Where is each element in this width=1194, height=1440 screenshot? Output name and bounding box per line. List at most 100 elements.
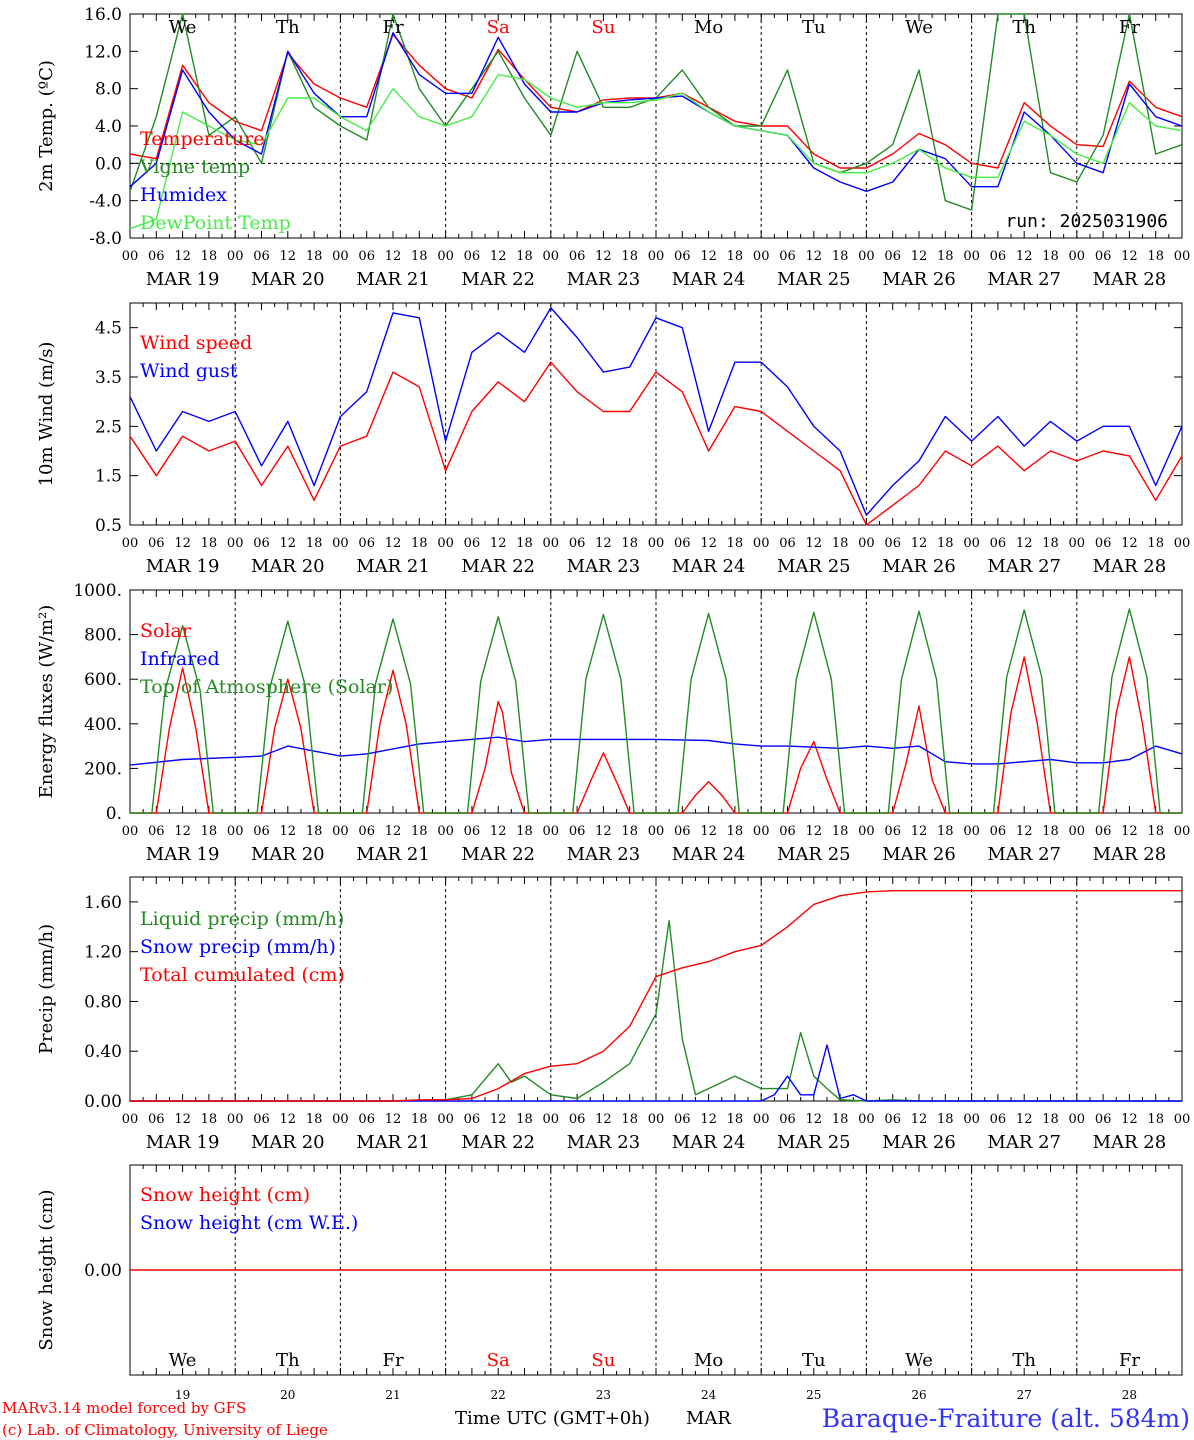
legend-entry: Liquid precip (mm/h) [140, 908, 344, 930]
hour-label: 06 [253, 536, 270, 551]
hour-label: 12 [280, 824, 297, 839]
hour-label: 06 [990, 824, 1007, 839]
hour-label: 12 [1016, 249, 1033, 264]
hour-label: 18 [201, 249, 218, 264]
legend-entry: DewPoint Temp [140, 212, 291, 234]
hour-label: 12 [490, 1112, 507, 1127]
hour-label: 06 [464, 1112, 481, 1127]
hour-label: 06 [148, 249, 165, 264]
hour-label: 18 [1042, 824, 1059, 839]
hour-label: 00 [332, 824, 349, 839]
hour-label: 18 [832, 536, 849, 551]
weekday-label: Tu [802, 17, 826, 38]
hour-label: 06 [148, 1112, 165, 1127]
hour-label: 00 [1174, 1112, 1191, 1127]
y-tick-label: 3.5 [95, 368, 122, 388]
date-label: MAR 22 [461, 269, 535, 290]
hour-label: 06 [148, 824, 165, 839]
hour-label: 00 [753, 249, 770, 264]
hour-label: 18 [516, 1112, 533, 1127]
hour-label: 00 [227, 249, 244, 264]
hour-label: 12 [385, 824, 402, 839]
weekday-label: Tu [802, 1350, 826, 1371]
hour-label: 06 [1095, 1112, 1112, 1127]
legend-entry: Temperature [140, 128, 264, 150]
hour-label: 12 [806, 1112, 823, 1127]
day-number: 26 [911, 1388, 926, 1402]
legend-entry: Top of Atmosphere (Solar) [140, 676, 393, 698]
hour-label: 12 [911, 1112, 928, 1127]
hour-label: 18 [1042, 1112, 1059, 1127]
y-tick-label: 1.5 [95, 467, 122, 487]
date-label: MAR 22 [461, 844, 535, 865]
hour-label: 12 [595, 249, 612, 264]
panel-2: 0.5 1.5 2.5 3.5 4.5 10m Wind (m/s) Wind speed W… [36, 302, 1190, 577]
hour-label: 18 [832, 824, 849, 839]
hour-label: 12 [280, 536, 297, 551]
weekday-label: Mo [694, 1350, 723, 1371]
legend-entry: Snow precip (mm/h) [140, 936, 336, 958]
hour-label: 12 [1016, 536, 1033, 551]
date-label: MAR 28 [1093, 844, 1167, 865]
hour-label: 06 [1095, 824, 1112, 839]
time-axis-label: Time UTC (GMT+0h) [455, 1408, 650, 1429]
date-label: MAR 26 [882, 269, 956, 290]
date-label: MAR 22 [461, 556, 535, 577]
hour-label: 18 [832, 249, 849, 264]
date-label: MAR 20 [251, 844, 325, 865]
date-label: MAR 27 [987, 844, 1061, 865]
station-name: Baraque-Fraiture (alt. 584m) [822, 1404, 1190, 1433]
hour-label: 12 [1121, 824, 1138, 839]
hour-label: 00 [1069, 1112, 1086, 1127]
y-tick-label: -8.0 [89, 229, 122, 249]
hour-label: 12 [1016, 824, 1033, 839]
hour-label: 00 [963, 824, 980, 839]
day-number: 21 [385, 1388, 400, 1402]
hour-label: 00 [858, 249, 875, 264]
date-label: MAR 19 [146, 844, 220, 865]
series-line-wind-speed [129, 361, 1183, 526]
y-axis-label: Precip (mm/h) [36, 924, 57, 1054]
hour-label: 06 [569, 536, 586, 551]
hour-label: 06 [884, 1112, 901, 1127]
hour-label: 12 [490, 824, 507, 839]
y-tick-label: 800. [84, 626, 122, 646]
hour-label: 18 [727, 824, 744, 839]
hour-label: 06 [358, 536, 375, 551]
series-line-total-cumulated-cm- [130, 890, 1182, 1102]
hour-label: 00 [753, 536, 770, 551]
date-label: MAR 24 [672, 556, 746, 577]
weekday-label: Fr [382, 17, 403, 38]
hour-label: 00 [543, 824, 560, 839]
hour-label: 18 [306, 536, 323, 551]
date-label: MAR 22 [461, 1132, 535, 1153]
legend-entry: Infrared [140, 648, 220, 670]
y-tick-label: 4.0 [95, 117, 122, 137]
hour-label: 18 [937, 1112, 954, 1127]
hour-label: 06 [464, 824, 481, 839]
lab-credit: (c) Lab. of Climatology, University of L… [2, 1421, 328, 1439]
hour-label: 18 [727, 1112, 744, 1127]
hour-label: 12 [806, 824, 823, 839]
legend-entry: Solar [140, 620, 192, 642]
day-number: 22 [491, 1388, 506, 1402]
date-label: MAR 28 [1093, 1132, 1167, 1153]
hour-label: 12 [174, 536, 191, 551]
hour-label: 18 [621, 249, 638, 264]
hour-label: 18 [621, 824, 638, 839]
hour-label: 06 [464, 536, 481, 551]
date-label: MAR 21 [356, 1132, 430, 1153]
day-number: 27 [1017, 1388, 1032, 1402]
hour-label: 18 [1147, 1112, 1164, 1127]
hour-label: 00 [1069, 536, 1086, 551]
hour-label: 12 [174, 249, 191, 264]
weekday-label: Fr [1119, 17, 1140, 38]
hour-label: 00 [648, 249, 665, 264]
hour-label: 18 [621, 536, 638, 551]
hour-label: 06 [779, 1112, 796, 1127]
hour-label: 18 [411, 824, 428, 839]
hour-label: 12 [174, 824, 191, 839]
hour-label: 18 [411, 536, 428, 551]
panel-1: -8.0 -4.0 0.0 4.0 8.0 12.0 16.0 2m Temp. (ºC) Te… [36, 5, 1190, 290]
y-axis-label: Snow height (cm) [36, 1189, 57, 1350]
